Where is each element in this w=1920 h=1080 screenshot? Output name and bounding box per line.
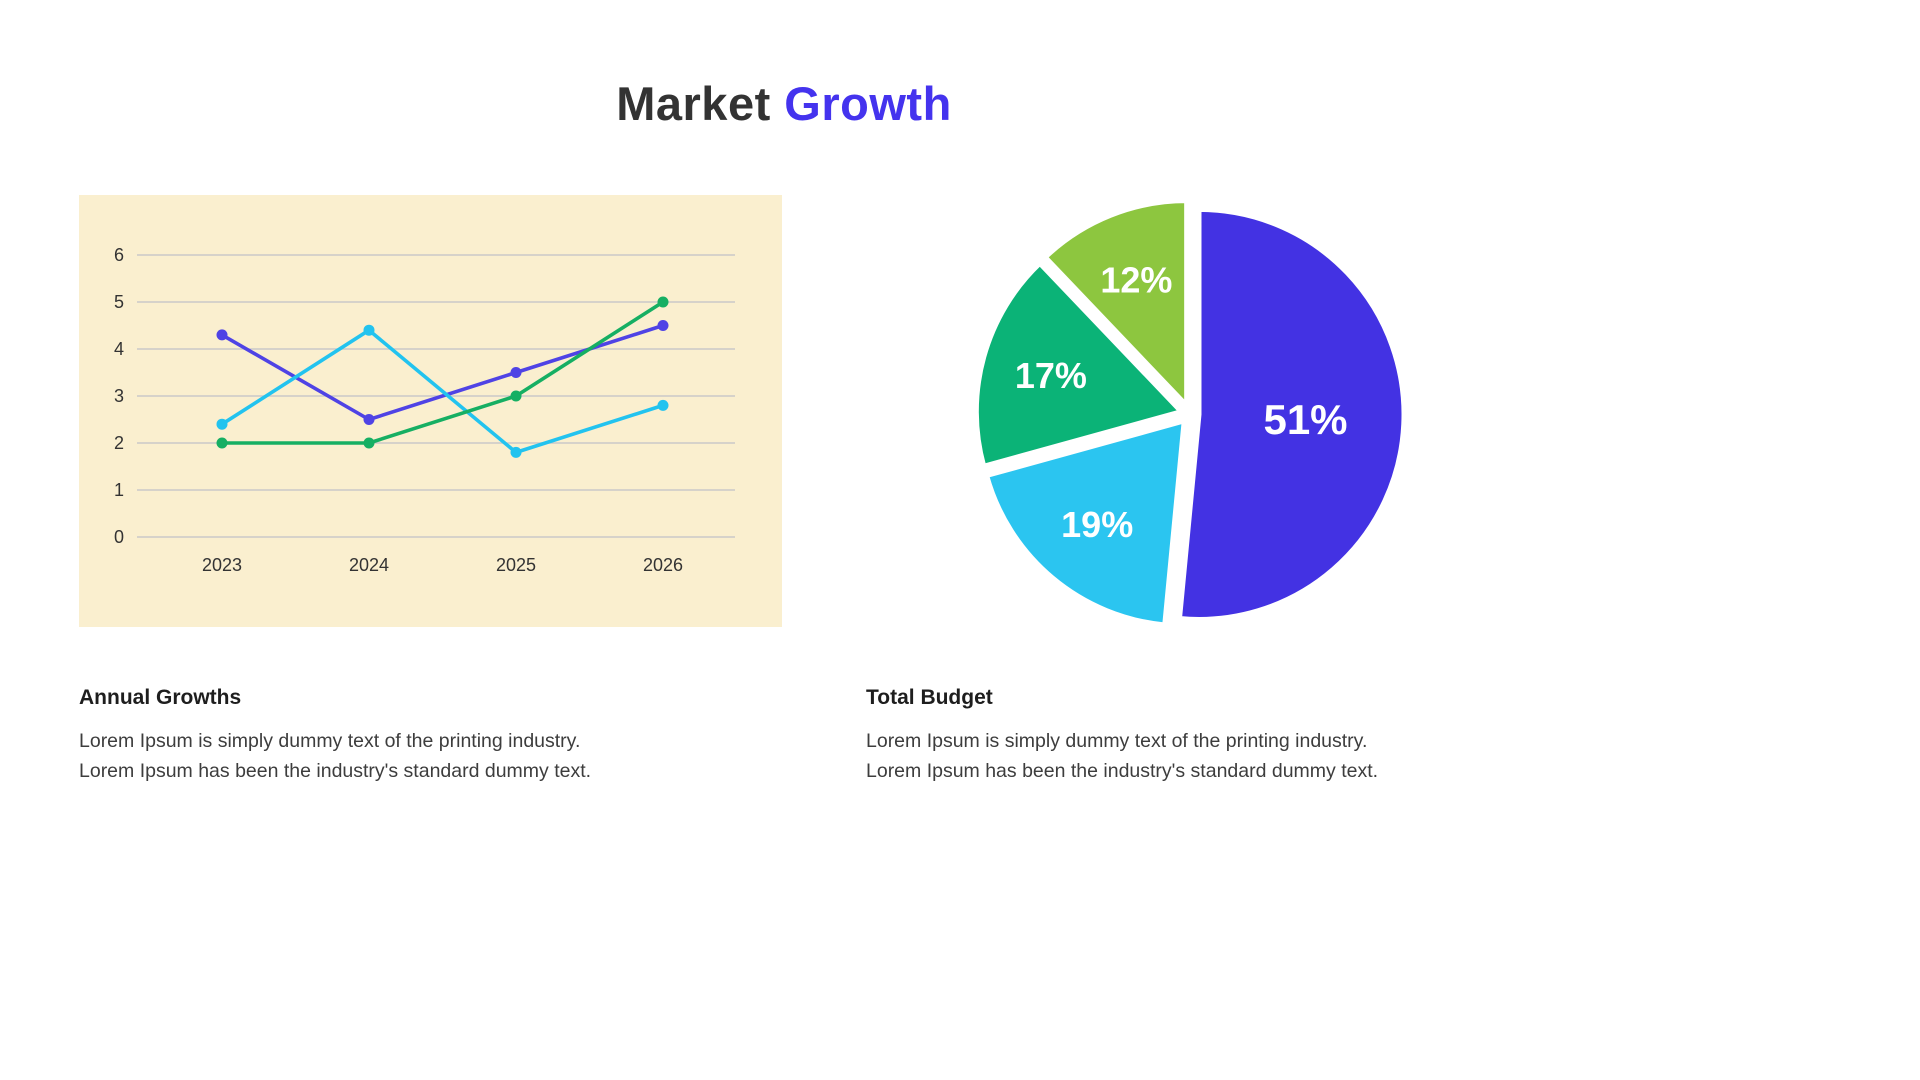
svg-text:19%: 19% xyxy=(1061,504,1133,545)
caption-annual-growths: Annual Growths Lorem Ipsum is simply dum… xyxy=(79,686,719,786)
caption-annual-line-2: Lorem Ipsum has been the industry's stan… xyxy=(79,760,592,782)
svg-text:0: 0 xyxy=(114,527,124,547)
svg-text:2026: 2026 xyxy=(643,555,683,575)
svg-text:5: 5 xyxy=(114,292,124,312)
pie-chart-panel: 51% 19% 17% 12% xyxy=(968,192,1413,637)
svg-text:3: 3 xyxy=(114,386,124,406)
svg-text:2025: 2025 xyxy=(496,555,536,575)
caption-budget-line-1: Lorem Ipsum is simply dummy text of the … xyxy=(866,730,1368,752)
caption-heading-total-budget: Total Budget xyxy=(866,686,993,709)
svg-text:6: 6 xyxy=(114,245,124,265)
svg-text:51%: 51% xyxy=(1263,396,1347,443)
caption-total-budget: Total Budget Lorem Ipsum is simply dummy… xyxy=(866,686,1506,786)
caption-heading-annual-growths: Annual Growths xyxy=(79,686,242,709)
svg-text:2023: 2023 xyxy=(202,555,242,575)
pie-chart: 51% 19% 17% 12% xyxy=(973,198,1407,628)
title-part-1: Market xyxy=(616,77,771,130)
page-title: Market Growth xyxy=(0,76,1568,131)
title-part-2: Growth xyxy=(784,77,952,130)
svg-text:4: 4 xyxy=(114,339,124,359)
caption-annual-line-1: Lorem Ipsum is simply dummy text of the … xyxy=(79,730,581,752)
caption-budget-line-2: Lorem Ipsum has been the industry's stan… xyxy=(866,760,1379,782)
svg-text:1: 1 xyxy=(114,480,124,500)
line-chart-panel: 0 1 2 3 4 5 6 2023 2024 2025 2026 xyxy=(79,195,782,627)
svg-text:2: 2 xyxy=(114,433,124,453)
svg-text:17%: 17% xyxy=(1015,355,1087,396)
line-chart: 0 1 2 3 4 5 6 2023 2024 2025 2026 xyxy=(114,245,735,575)
svg-text:12%: 12% xyxy=(1100,260,1172,301)
svg-text:2024: 2024 xyxy=(349,555,389,575)
